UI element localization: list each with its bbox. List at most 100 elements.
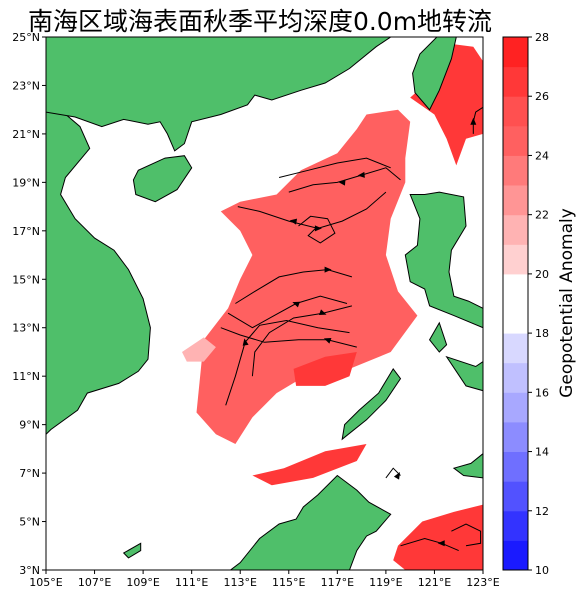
x-tick-label: 119°E [369,576,402,589]
y-tick-label: 23°N [12,79,40,92]
y-tick-label: 25°N [12,31,40,44]
landmass-3 [412,37,457,111]
colorbar: 10 12 14 16 18 20 22 24 26 28 [502,31,549,577]
streamline-7 [225,319,350,406]
colorbar-band-12 [503,155,528,186]
y-tick-label: 3°N [19,564,40,577]
x-tick-label: 107°E [78,576,111,589]
streamline-10 [451,523,482,547]
x-tick-label: 113°E [223,576,256,589]
streamline-9 [400,537,459,552]
anomaly-field-layer [182,44,483,570]
colorbar-band-8 [503,273,528,334]
colorbar-band-3 [503,451,528,482]
flow-arrow-9 [437,540,445,547]
streamline-layer [220,106,483,552]
flow-arrow-8 [323,338,332,344]
landmass-4 [404,191,483,329]
colorbar-band-10 [503,214,528,245]
anomaly-region-1 [182,337,216,362]
streamline-4 [235,269,353,304]
colorbar-tick-label: 28 [535,31,549,44]
y-tick-label: 7°N [19,467,40,480]
colorbar-tick-label: 22 [535,209,549,222]
colorbar-band-15 [503,66,528,97]
colorbar-band-1 [503,510,528,541]
map-plot-area [46,37,483,570]
y-tick-label: 21°N [12,128,40,141]
anomaly-region-3 [252,444,367,486]
colorbar-band-7 [503,333,528,364]
x-tick-label: 121°E [418,576,451,589]
landmass-1 [46,37,392,152]
flow-arrow-2 [338,179,346,186]
y-axis: 3°N 5°N 7°N 9°N 11°N 13°N 15°N 17°N 19°N 21°N 23°N… [12,31,46,577]
colorbar-tick-label: 14 [535,446,549,459]
flow-arrow-3 [289,218,298,225]
colorbar-frame [502,36,529,571]
colorbar-band-2 [503,481,528,512]
anomaly-region-0 [196,109,418,444]
y-tick-label: 15°N [12,273,40,286]
y-tick-label: 9°N [19,419,40,432]
colorbar-tick-label: 18 [535,327,549,340]
flow-arrow-1 [357,171,365,178]
flow-arrow-0 [314,225,322,232]
y-tick-label: 13°N [12,322,40,335]
streamline-5 [227,295,348,329]
y-tick-label: 19°N [12,176,40,189]
flow-arrow-5 [292,301,300,308]
chart-title: 南海区域海表面秋季平均深度0.0m地转流 [28,7,492,36]
colorbar-tick-label: 20 [535,268,549,281]
anomaly-region-2 [293,352,357,386]
flow-arrow-10 [470,117,477,125]
map-frame [45,36,484,571]
x-tick-label: 123°E [466,576,499,589]
colorbar-band-13 [503,125,528,156]
flow-arrow-11 [393,472,400,480]
x-tick-label: 109°E [126,576,159,589]
streamline-11 [472,106,483,134]
colorbar-band-11 [503,185,528,216]
y-tick-label: 5°N [19,516,40,529]
colorbar-band-16 [503,37,528,68]
y-tick-label: 11°N [12,370,40,383]
streamline-6 [251,305,353,377]
colorbar-tick-label: 24 [535,149,549,162]
landmass-9 [452,453,483,479]
colorbar-band-6 [503,362,528,393]
x-tick-label: 115°E [272,576,305,589]
x-tick-label: 111°E [175,576,208,589]
anomaly-region-5 [393,504,483,570]
landmass-8 [157,474,392,570]
land-layer [46,37,483,570]
colorbar-tick-label: 12 [535,505,549,518]
x-tick-label: 117°E [321,576,354,589]
landmass-6 [341,368,402,441]
x-tick-label: 105°E [29,576,62,589]
landmass-10 [122,542,142,559]
landmass-7 [445,355,483,392]
colorbar-tick-label: 16 [535,386,549,399]
streamline-8 [220,327,357,348]
flow-arrow-7 [242,338,249,346]
colorbar-band-0 [503,540,528,571]
streamline-12 [385,467,401,479]
colorbar-band-5 [503,392,528,423]
colorbar-label: Geopotential Anomaly [557,208,577,398]
streamline-1 [298,215,336,244]
streamline-3 [278,157,391,178]
y-tick-label: 17°N [12,225,40,238]
colorbar-band-14 [503,96,528,127]
flow-arrow-4 [324,266,332,273]
anomaly-region-4 [410,44,483,166]
landmass-0 [46,37,151,435]
streamline-2 [288,167,401,193]
landmass-2 [132,155,193,203]
colorbar-tick-label: 10 [535,564,549,577]
landmass-5 [428,321,448,353]
colorbar-tick-label: 26 [535,90,549,103]
x-axis: 105°E 107°E 109°E 111°E 113°E 115°E 117°E 119°E… [29,570,500,589]
flow-arrow-6 [318,309,327,315]
